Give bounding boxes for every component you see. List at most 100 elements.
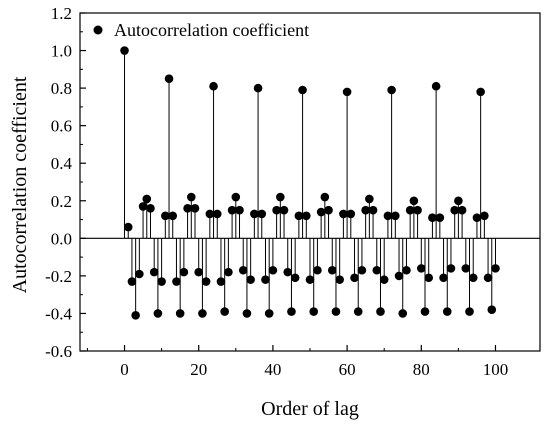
data-point [402,265,411,275]
data-point [194,267,204,277]
data-point [339,209,348,219]
data-point [424,273,434,283]
x-tick-label: 80 [413,360,430,379]
data-point [431,81,441,91]
data-point [224,267,233,277]
data-point [442,307,452,316]
data-point [383,211,393,221]
y-axis-ticks: -0.6 -0.4 -0.2 0.0 0.2 0.4 0.6 0.8 1.0 1.2 [45,4,86,361]
data-point [353,307,363,316]
data-point [190,203,200,213]
data-point [446,264,456,273]
data-point [227,205,237,215]
legend-label: Autocorrelation coefficient [114,20,309,40]
data-point [387,85,396,95]
data-point [439,273,448,283]
data-point [346,209,356,219]
x-tick-label: 0 [120,360,129,379]
data-point [350,273,359,283]
data-point [450,205,459,215]
data-point [454,196,463,206]
data-point [483,273,493,283]
data-point [457,205,467,215]
data-point [413,205,422,215]
data-point [368,205,378,215]
data-point [405,205,415,215]
data-point [164,74,174,84]
data-point [287,307,296,316]
y-tick-label: -0.4 [45,304,72,323]
data-point [324,205,333,215]
y-tick-label: 0.6 [51,117,72,136]
legend-marker [93,25,103,35]
data-point [168,211,178,221]
y-tick-label: 0.0 [51,229,72,248]
data-point [409,196,419,206]
y-tick-label: -0.2 [45,267,72,286]
y-tick-label: 1.0 [51,42,72,61]
data-point [357,265,367,275]
data-point [142,194,152,204]
data-point [198,309,207,318]
data-point [120,46,129,55]
data-points [120,46,500,320]
stems [124,50,496,316]
data-point [376,307,385,316]
data-point [135,269,144,279]
data-point [242,309,252,318]
data-point [123,222,133,232]
data-point [294,211,304,221]
data-point [246,275,255,284]
data-point [205,209,215,219]
y-tick-label: 0.8 [51,79,72,98]
data-point [231,192,241,202]
y-tick-label: 0.4 [51,154,73,173]
x-tick-label: 20 [190,360,207,379]
data-point [465,307,474,316]
data-point [320,192,330,202]
data-point [179,267,189,277]
data-point [127,277,137,286]
data-point [335,275,344,284]
data-point [161,211,170,221]
data-point [235,205,244,215]
data-point [327,265,337,275]
data-point [305,275,315,284]
data-point [480,211,489,221]
data-point [342,87,352,97]
data-point [201,277,211,286]
data-point [261,275,270,284]
data-point [238,265,248,275]
data-point [472,213,482,222]
data-point [298,85,307,95]
data-point [149,267,159,277]
data-point [435,213,445,222]
plot-border [79,12,541,352]
x-tick-label: 60 [339,360,356,379]
y-axis-title: Autocorrelation coefficient [9,76,31,293]
plot-frame [79,12,541,352]
data-point [394,271,404,281]
data-point [175,309,185,318]
data-point [183,203,192,213]
data-point [131,311,140,320]
data-point [283,267,293,277]
y-tick-label: -0.6 [45,342,72,361]
data-point [461,264,471,273]
data-point [209,81,218,91]
data-point [391,211,400,221]
y-tick-label: 1.2 [51,4,72,23]
data-point [379,275,389,284]
data-point [301,211,311,221]
data-point [309,307,319,316]
data-point [428,213,437,222]
x-axis-ticks: 0 20 40 60 80 100 [86,345,508,379]
data-point [250,209,259,219]
data-point [153,309,163,318]
data-point [331,307,341,316]
x-tick-label: 40 [264,360,281,379]
data-point [276,192,285,202]
data-point [398,309,408,318]
data-point [476,87,485,97]
